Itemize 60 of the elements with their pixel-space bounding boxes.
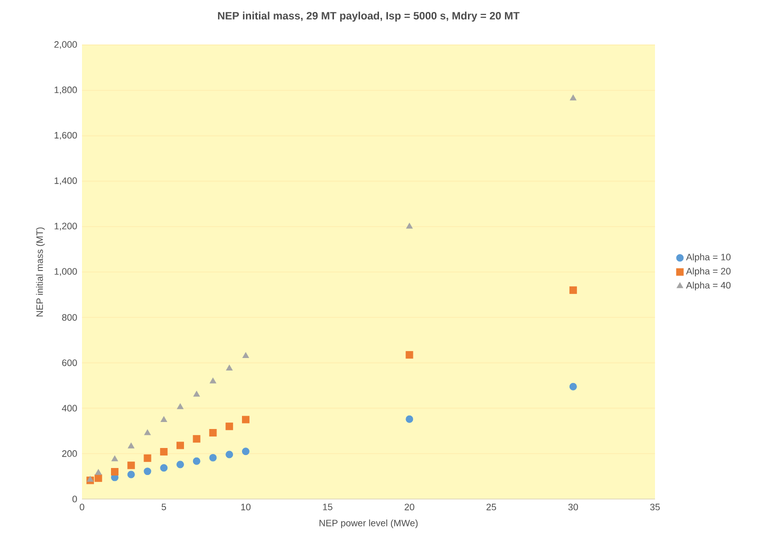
y-tick-label: 800 [62, 314, 77, 321]
point [406, 222, 413, 229]
y-tick-label: 600 [62, 360, 77, 366]
legend-label: Alpha = 20 [686, 268, 731, 276]
point [86, 476, 94, 482]
point [127, 462, 135, 470]
y-tick-label: 0 [72, 496, 77, 502]
point [176, 460, 184, 468]
y-tick-label: 1,000 [54, 268, 77, 276]
x-tick-label: 35 [650, 504, 660, 510]
point [242, 416, 250, 424]
x-tick-label: 5 [162, 504, 166, 510]
point [127, 470, 135, 478]
legend-label: Alpha = 10 [686, 254, 731, 262]
point [242, 448, 250, 456]
y-tick-label: 2,000 [54, 41, 77, 49]
point [176, 442, 184, 450]
point [111, 468, 118, 476]
point [209, 454, 217, 462]
y-tick-label: 1,200 [54, 222, 77, 230]
point [144, 468, 152, 476]
x-tick-label: 10 [241, 504, 251, 510]
y-tick-label: 1,400 [54, 177, 77, 186]
y-axis-title: NEP initial mass (MT) [36, 227, 45, 316]
point [94, 474, 102, 482]
y-tick-label: 400 [62, 404, 77, 412]
point [193, 390, 200, 397]
point [160, 464, 168, 472]
x-tick-label: 25 [486, 504, 496, 510]
point [209, 428, 217, 436]
y-tick-label: 1,800 [54, 86, 77, 94]
point [226, 364, 233, 370]
point [160, 448, 168, 456]
y-tick-label: 1,600 [54, 132, 77, 140]
point [95, 469, 102, 475]
legend-label: Alpha = 40 [686, 282, 731, 290]
point [570, 94, 576, 100]
point [226, 450, 234, 458]
point [192, 435, 200, 443]
point [192, 457, 200, 465]
point [569, 286, 577, 294]
x-tick-label: 0 [80, 504, 84, 510]
point [160, 416, 168, 422]
point [406, 415, 414, 423]
point [144, 454, 152, 462]
point [226, 422, 234, 430]
x-tick-label: 15 [323, 504, 332, 510]
x-axis-title: NEP power level (MWe) [320, 519, 418, 528]
point [569, 382, 577, 390]
x-tick-label: 30 [568, 504, 578, 510]
point [144, 429, 151, 436]
chart-title: NEP initial mass, 29 MT payload, Isp = 5000 s, Mdry = 20 MT [218, 12, 520, 22]
y-tick-label: 200 [62, 450, 77, 457]
point [242, 352, 249, 358]
x-tick-label: 20 [404, 504, 414, 510]
point [176, 403, 184, 410]
point [210, 378, 216, 384]
point [406, 351, 414, 359]
point [128, 442, 134, 448]
point [111, 456, 118, 462]
